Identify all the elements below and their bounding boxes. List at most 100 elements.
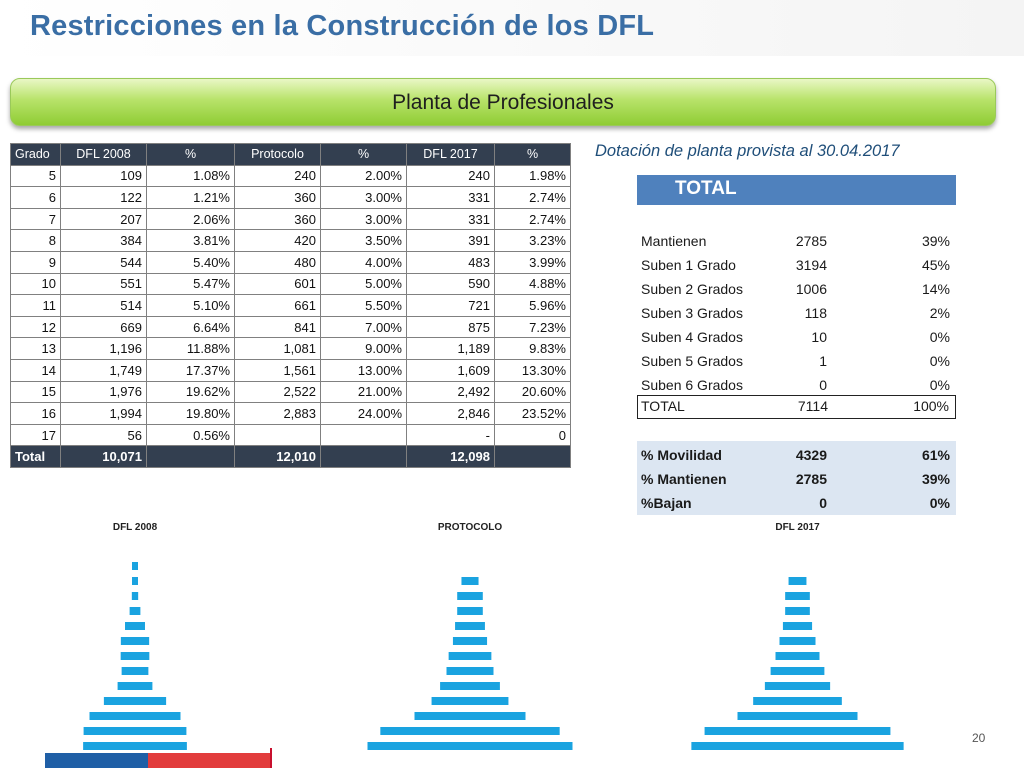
table-cell: 0.56% xyxy=(146,423,235,447)
column-header: % xyxy=(320,143,407,166)
pyramid-bar-grado-9 xyxy=(120,637,150,645)
pyramid-bar-grado-12 xyxy=(440,682,500,690)
pyramid-bar-grado-13 xyxy=(431,697,509,705)
table-cell: 4.88% xyxy=(494,272,571,296)
table-cell: 9.83% xyxy=(494,337,571,360)
table-row: 6 122 1.21% 360 3.00% 331 2.74% xyxy=(10,186,571,209)
summary-percent: 0% xyxy=(929,377,950,393)
table-cell: 1,196 xyxy=(60,337,147,360)
table-cell: 1,189 xyxy=(406,337,495,360)
table-cell: 0 xyxy=(494,423,571,447)
table-row: 17 56 0.56% -0 xyxy=(10,423,571,447)
table-cell: 2.74% xyxy=(494,186,571,209)
summary-percent: 100% xyxy=(913,398,949,414)
summary-row: Suben 6 Grados 0 0% xyxy=(637,373,956,397)
table-cell: 1.21% xyxy=(146,186,235,209)
pyramid-bar-grado-8 xyxy=(125,622,145,630)
summary-percent: 39% xyxy=(921,471,950,487)
table-cell: 19.62% xyxy=(146,380,235,404)
staffing-note: Dotación de planta provista al 30.04.201… xyxy=(595,142,900,160)
summary-label: %Bajan xyxy=(641,495,692,511)
summary-label: % Movilidad xyxy=(641,447,722,463)
table-cell: 16 xyxy=(10,402,61,425)
pyramid-svg xyxy=(367,577,573,750)
table-cell: 7 xyxy=(10,207,61,231)
table-cell: 6 xyxy=(10,186,61,209)
table-cell: 9 xyxy=(10,250,61,274)
table-cell: 23.52% xyxy=(494,402,571,425)
table-cell: 2.00% xyxy=(320,164,407,188)
table-cell: 1.98% xyxy=(494,164,571,188)
summary-percent: 2% xyxy=(929,305,950,321)
summary-percent: 0% xyxy=(929,495,950,511)
pyramid-bar-grado-10 xyxy=(448,652,492,660)
table-cell: 122 xyxy=(60,186,147,209)
pyramid-bar-grado-9 xyxy=(779,637,816,645)
table-row: 12 669 6.64% 841 7.00% 875 7.23% xyxy=(10,315,571,339)
table-cell: 5 xyxy=(10,164,61,188)
pyramid-bar-grado-6 xyxy=(131,592,139,600)
table-cell: 3.00% xyxy=(320,186,407,209)
table-cell: 360 xyxy=(234,186,321,209)
table-cell: 721 xyxy=(406,294,495,317)
table-cell: 5.00% xyxy=(320,272,407,296)
table-cell: 480 xyxy=(234,250,321,274)
column-header: Protocolo xyxy=(234,143,321,166)
pyramid-bar-grado-16 xyxy=(83,742,187,750)
summary-percent: 14% xyxy=(921,281,950,297)
footer-red-bar xyxy=(148,753,272,768)
summary-label: Suben 4 Grados xyxy=(641,329,743,345)
table-cell: 5.50% xyxy=(320,294,407,317)
summary-row: Suben 4 Grados 10 0% xyxy=(637,325,956,349)
table-cell: 514 xyxy=(60,294,147,317)
table-cell: 15 xyxy=(10,380,61,404)
footer-blue-bar xyxy=(45,753,148,768)
pyramid-title: DFL 2008 xyxy=(112,522,158,533)
summary-percent: 39% xyxy=(921,233,950,249)
total-cell: 12,098 xyxy=(406,445,495,468)
pyramid-bar-grado-10 xyxy=(120,652,150,660)
page-number: 20 xyxy=(972,731,986,745)
table-cell: 2.06% xyxy=(146,207,235,231)
summary-value: 1 xyxy=(819,353,827,369)
pyramid-bar-grado-14 xyxy=(89,712,181,720)
summary-row: TOTAL 7114 100% xyxy=(637,395,956,419)
table-cell: 56 xyxy=(60,423,147,447)
title-bar: Restricciones en la Construcción de los … xyxy=(0,0,1024,56)
summary-row: Suben 5 Grados 1 0% xyxy=(637,349,956,373)
pyramid-title: PROTOCOLO xyxy=(437,522,503,533)
table-cell: 1,561 xyxy=(234,358,321,382)
summary-label: Suben 2 Grados xyxy=(641,281,743,297)
summary-percent: 45% xyxy=(921,257,950,273)
table-cell: 875 xyxy=(406,315,495,339)
table-total-row: Total 10,071 12,010 12,098 xyxy=(10,445,571,468)
column-header: DFL 2008 xyxy=(60,143,147,166)
pyramid-bar-grado-14 xyxy=(737,712,858,720)
summary-percent: 0% xyxy=(929,353,950,369)
table-cell: 3.99% xyxy=(494,250,571,274)
summary-header: TOTAL xyxy=(637,175,956,205)
column-header: % xyxy=(146,143,235,166)
table-cell: 9.00% xyxy=(320,337,407,360)
pyramid-bar-grado-11 xyxy=(446,667,494,675)
table-cell: 391 xyxy=(406,229,495,252)
table-cell: 661 xyxy=(234,294,321,317)
table-cell: 2,492 xyxy=(406,380,495,404)
table-cell: 384 xyxy=(60,229,147,252)
table-cell: 551 xyxy=(60,272,147,296)
summary-value: 1006 xyxy=(795,281,827,297)
pyramid-bar-grado-11 xyxy=(770,667,825,675)
table-row: 5 109 1.08% 240 2.00% 240 1.98% xyxy=(10,164,571,188)
pyramid-svg xyxy=(83,562,187,750)
table-cell: - xyxy=(406,423,495,447)
summary-label: Suben 1 Grado xyxy=(641,257,736,273)
table-cell: 3.00% xyxy=(320,207,407,231)
summary-percent: 61% xyxy=(921,447,950,463)
pyramid-bar-grado-15 xyxy=(704,727,891,735)
table-cell: 1,976 xyxy=(60,380,147,404)
table-cell: 331 xyxy=(406,186,495,209)
table-cell: 2,883 xyxy=(234,402,321,425)
summary-row: Suben 3 Grados 118 2% xyxy=(637,301,956,325)
table-cell: 13.00% xyxy=(320,358,407,382)
table-row: 8 384 3.81% 420 3.50% 391 3.23% xyxy=(10,229,571,252)
